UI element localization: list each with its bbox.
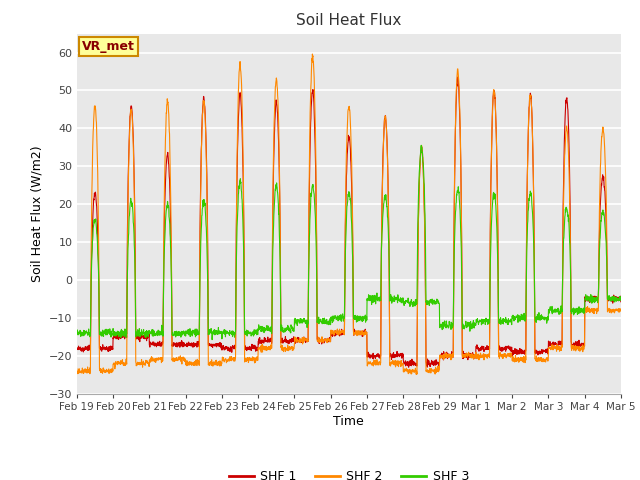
SHF 2 — [584, 308, 592, 314]
SHF 3 — [208, 337, 216, 343]
SHF 2 — [508, 353, 515, 359]
SHF 3 — [365, 292, 372, 298]
SHF 3 — [570, 308, 577, 313]
Legend: SHF 1, SHF 2, SHF 3: SHF 1, SHF 2, SHF 3 — [223, 465, 474, 480]
SHF 2 — [73, 366, 81, 372]
SHF 3 — [617, 296, 625, 302]
SHF 2 — [570, 342, 577, 348]
SHF 1 — [454, 74, 461, 80]
SHF 2 — [412, 372, 420, 377]
SHF 2 — [365, 361, 372, 367]
SHF 3 — [225, 331, 232, 336]
SHF 1 — [570, 343, 577, 349]
SHF 2 — [308, 51, 316, 57]
SHF 1 — [376, 356, 384, 361]
Text: VR_met: VR_met — [82, 40, 135, 53]
SHF 2 — [225, 357, 232, 362]
Y-axis label: Soil Heat Flux (W/m2): Soil Heat Flux (W/m2) — [31, 145, 44, 282]
Title: Soil Heat Flux: Soil Heat Flux — [296, 13, 401, 28]
SHF 3 — [73, 330, 81, 336]
SHF 3 — [584, 296, 592, 302]
Line: SHF 3: SHF 3 — [77, 145, 621, 340]
SHF 3 — [376, 295, 384, 300]
SHF 1 — [584, 295, 592, 300]
X-axis label: Time: Time — [333, 415, 364, 428]
SHF 2 — [376, 360, 384, 366]
SHF 1 — [508, 348, 515, 354]
SHF 1 — [73, 345, 81, 351]
SHF 3 — [508, 318, 515, 324]
SHF 1 — [225, 345, 232, 351]
Line: SHF 2: SHF 2 — [77, 54, 621, 374]
SHF 2 — [617, 308, 625, 314]
SHF 3 — [417, 143, 425, 148]
SHF 1 — [405, 364, 413, 370]
Line: SHF 1: SHF 1 — [77, 77, 621, 367]
SHF 1 — [365, 354, 372, 360]
SHF 1 — [617, 299, 625, 305]
